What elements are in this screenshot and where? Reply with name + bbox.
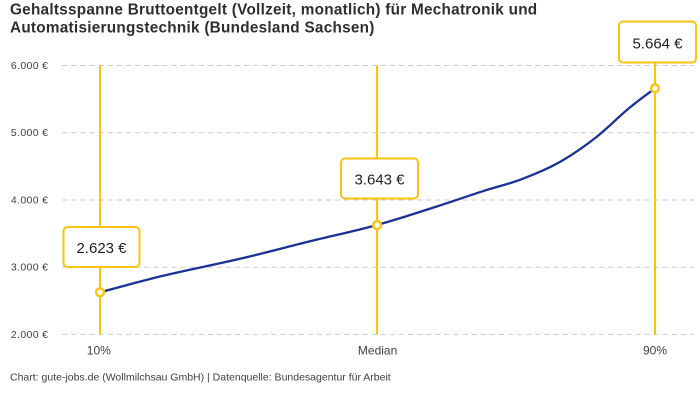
svg-text:Chart: gute-jobs.de (Wollmilch: Chart: gute-jobs.de (Wollmilchsau GmbH) … [10,371,391,383]
svg-text:Automatisierungstechnik (Bunde: Automatisierungstechnik (Bundesland Sach… [10,20,375,37]
svg-text:Median: Median [358,344,397,358]
svg-text:10%: 10% [87,344,111,358]
svg-text:2.623 €: 2.623 € [76,240,127,257]
svg-text:3.643 €: 3.643 € [354,171,405,188]
svg-text:5.664 €: 5.664 € [632,35,683,52]
svg-text:2.000 €: 2.000 € [11,329,48,341]
svg-text:4.000 €: 4.000 € [11,195,48,207]
svg-text:Gehaltsspanne Bruttoentgelt (V: Gehaltsspanne Bruttoentgelt (Vollzeit, m… [10,2,537,19]
svg-text:3.000 €: 3.000 € [11,262,48,274]
svg-text:90%: 90% [643,344,667,358]
svg-text:5.000 €: 5.000 € [11,127,48,139]
svg-text:6.000 €: 6.000 € [11,60,48,72]
